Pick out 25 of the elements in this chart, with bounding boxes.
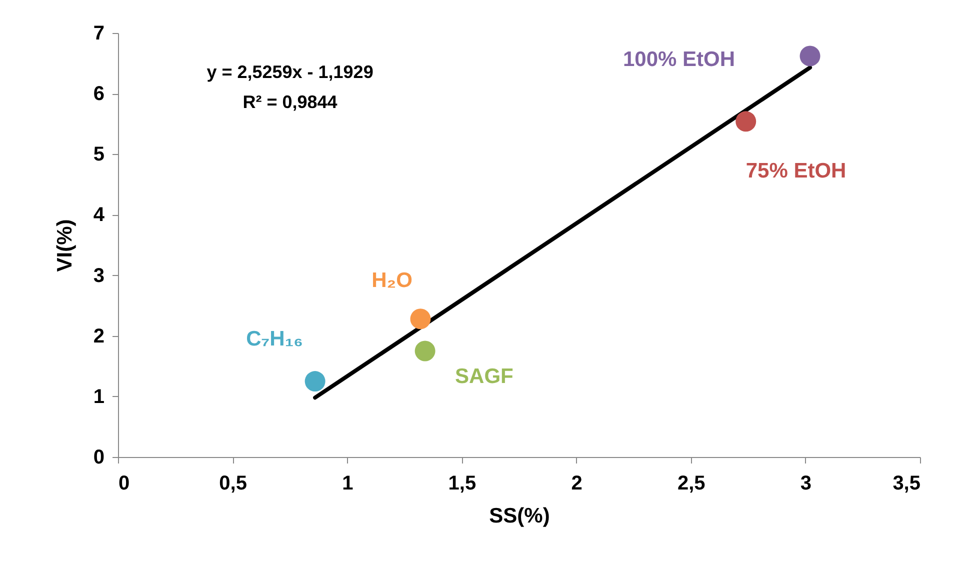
y-tick-label: 1 [93, 386, 104, 408]
x-tick-label: 2,5 [677, 472, 706, 494]
annotation: y = 2,5259x - 1,1929 [206, 62, 374, 82]
text: 100% EtOH [622, 48, 736, 72]
y-tick-label: 3 [93, 264, 104, 287]
y-tick-label: 7 [93, 22, 104, 44]
x-tick-label: 3,5 [892, 472, 920, 494]
x-axis-title: SS(%) [489, 504, 550, 528]
series-label: SAGF [455, 365, 514, 388]
x-tick-label: 0,5 [219, 472, 247, 494]
series-label: C₇H₁₆ [246, 327, 304, 350]
x-tick-label: 2 [571, 472, 582, 494]
x-tick-label: 0 [118, 472, 130, 494]
y-tick-label: 2 [93, 325, 104, 348]
series-label: H₂O [372, 268, 412, 292]
series-label: 75% EtOH [746, 159, 846, 182]
y-axis-title: VI(%) [53, 219, 76, 272]
y-tick-label: 5 [93, 144, 104, 166]
y-tick-label: 0 [93, 446, 104, 468]
y-tick-label: 4 [93, 204, 106, 226]
x-tick-label: 1,5 [448, 472, 476, 494]
y-tick-label: 6 [93, 83, 104, 106]
x-tick-label: 3 [800, 472, 812, 494]
x-tick-label: 1 [342, 472, 354, 494]
annotation: R² = 0,9844 [242, 92, 338, 112]
